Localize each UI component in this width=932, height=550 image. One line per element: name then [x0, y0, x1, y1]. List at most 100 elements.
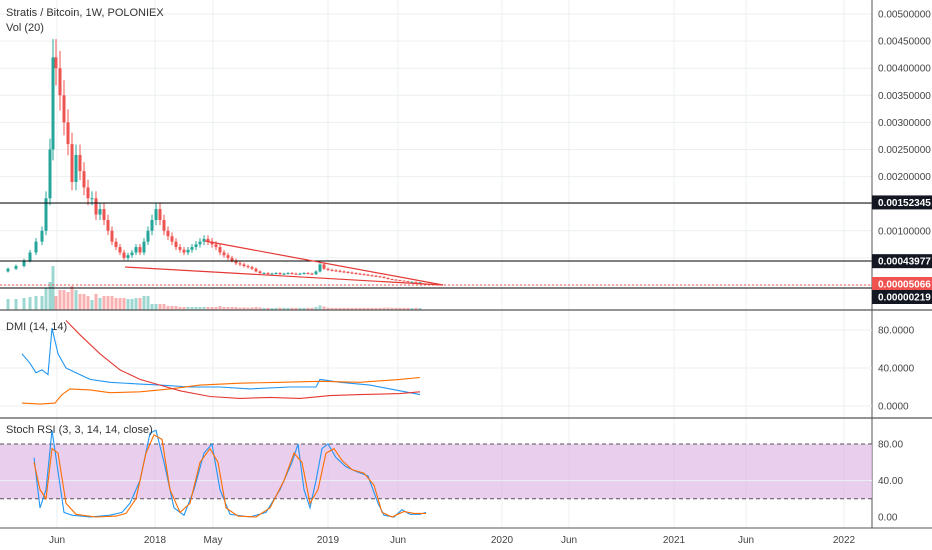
candle-body [302, 273, 306, 275]
volume-bar [290, 307, 294, 310]
volume-bar [358, 307, 362, 310]
volume-bar [98, 298, 102, 310]
candle-body [150, 219, 154, 231]
candle-body [214, 244, 218, 248]
candle-body [138, 247, 142, 253]
candle-body [166, 230, 170, 237]
price-tick-label: 0.00450000 [878, 37, 931, 48]
volume-bar [346, 307, 350, 310]
candle-body [282, 273, 286, 275]
price-tag: 0.00043977 [872, 254, 932, 269]
volume-bar [78, 294, 82, 310]
candle-body [34, 241, 38, 253]
candle-body [78, 154, 82, 172]
candle-body [410, 281, 414, 283]
volume-bar [342, 307, 346, 310]
candle-body [48, 149, 52, 199]
volume-bar [302, 307, 306, 310]
volume-bar [146, 296, 150, 310]
volume-bar [238, 307, 242, 310]
candle-body [242, 264, 246, 267]
price-tick-label: 0.00250000 [878, 145, 931, 156]
time-tick-label: 2020 [491, 535, 514, 546]
volume-bar [58, 290, 62, 310]
price-tick-label: 0.00100000 [878, 226, 931, 237]
candle-body [154, 209, 158, 220]
volume-bar [262, 308, 266, 310]
volume-bar [286, 307, 290, 310]
volume-bar [406, 307, 410, 310]
volume-bar [122, 298, 126, 310]
volume-bar [394, 307, 398, 310]
candle-body [102, 209, 106, 220]
candle-body [414, 281, 418, 283]
volume-bar [390, 307, 394, 310]
candle-body [418, 282, 422, 284]
candle-body [106, 219, 110, 231]
dmi-tick-label: 80.0000 [878, 326, 915, 337]
volume-bar [386, 307, 390, 310]
candle-body [130, 252, 134, 256]
volume-bar [138, 298, 142, 310]
volume-bar [398, 307, 402, 310]
time-tick-label: Jun [561, 535, 577, 546]
candle-body [58, 68, 62, 96]
candle-body [186, 249, 190, 253]
candle-body [82, 171, 86, 188]
candle-body [234, 260, 238, 264]
candle-body [70, 144, 74, 183]
volume-bar [44, 288, 48, 310]
volume-bar [382, 307, 386, 310]
candle-body [298, 273, 302, 275]
stoch-axis: 80.00 40.00 0.00 [878, 440, 903, 524]
candle-body [110, 230, 114, 242]
volume-bar [418, 308, 422, 310]
volume-bar [362, 307, 366, 310]
candle-body [146, 230, 150, 242]
volume-bar [322, 306, 326, 310]
candle-body [22, 260, 26, 267]
horizontal-levels [0, 202, 872, 289]
candle-body [246, 266, 250, 268]
volume-bar [242, 307, 246, 310]
volume-bar [206, 307, 210, 310]
stoch-tick-label: 40.00 [878, 476, 903, 487]
time-axis[interactable]: Jun 2018 May 2019 Jun 2020 Jun 2021 Jun 2022 [49, 535, 856, 546]
candle-body [314, 271, 318, 275]
volume-bar [258, 307, 262, 310]
volume-bar [14, 299, 18, 310]
volume-bar [318, 305, 322, 310]
volume-bar [250, 307, 254, 310]
candle-body [362, 274, 366, 276]
candle-body [51, 57, 55, 150]
dmi-grid [0, 329, 872, 407]
candle-body [270, 273, 274, 275]
volume-bar [402, 307, 406, 310]
candle-body [402, 280, 406, 282]
volume-bar [378, 307, 382, 310]
stoch-lines [33, 429, 427, 518]
time-tick-label: 2021 [663, 535, 686, 546]
candle-body [94, 198, 98, 215]
volume-bar [274, 307, 278, 310]
stoch-tick-label: 80.00 [878, 440, 903, 451]
volume-bar [102, 296, 106, 310]
candle-body [66, 122, 70, 145]
candle-body [290, 273, 294, 275]
candle-body [134, 247, 138, 253]
price-axis[interactable]: 0.00500000 0.00450000 0.00400000 0.00350000… [878, 10, 931, 292]
volume-bar [350, 307, 354, 310]
candle-body [40, 230, 44, 242]
candle-body [28, 252, 32, 261]
candle-body [6, 268, 10, 272]
candle-body [370, 275, 374, 277]
volume-bar [190, 307, 194, 310]
volume-bar [126, 299, 130, 310]
candle-body [358, 273, 362, 275]
volume-bar [134, 298, 138, 310]
volume-bar [210, 307, 214, 310]
volume-bar [246, 307, 250, 310]
wedge-upper-line [204, 240, 444, 286]
dmi-label: DMI (14, 14) [6, 321, 67, 333]
volume-bar [354, 307, 358, 310]
